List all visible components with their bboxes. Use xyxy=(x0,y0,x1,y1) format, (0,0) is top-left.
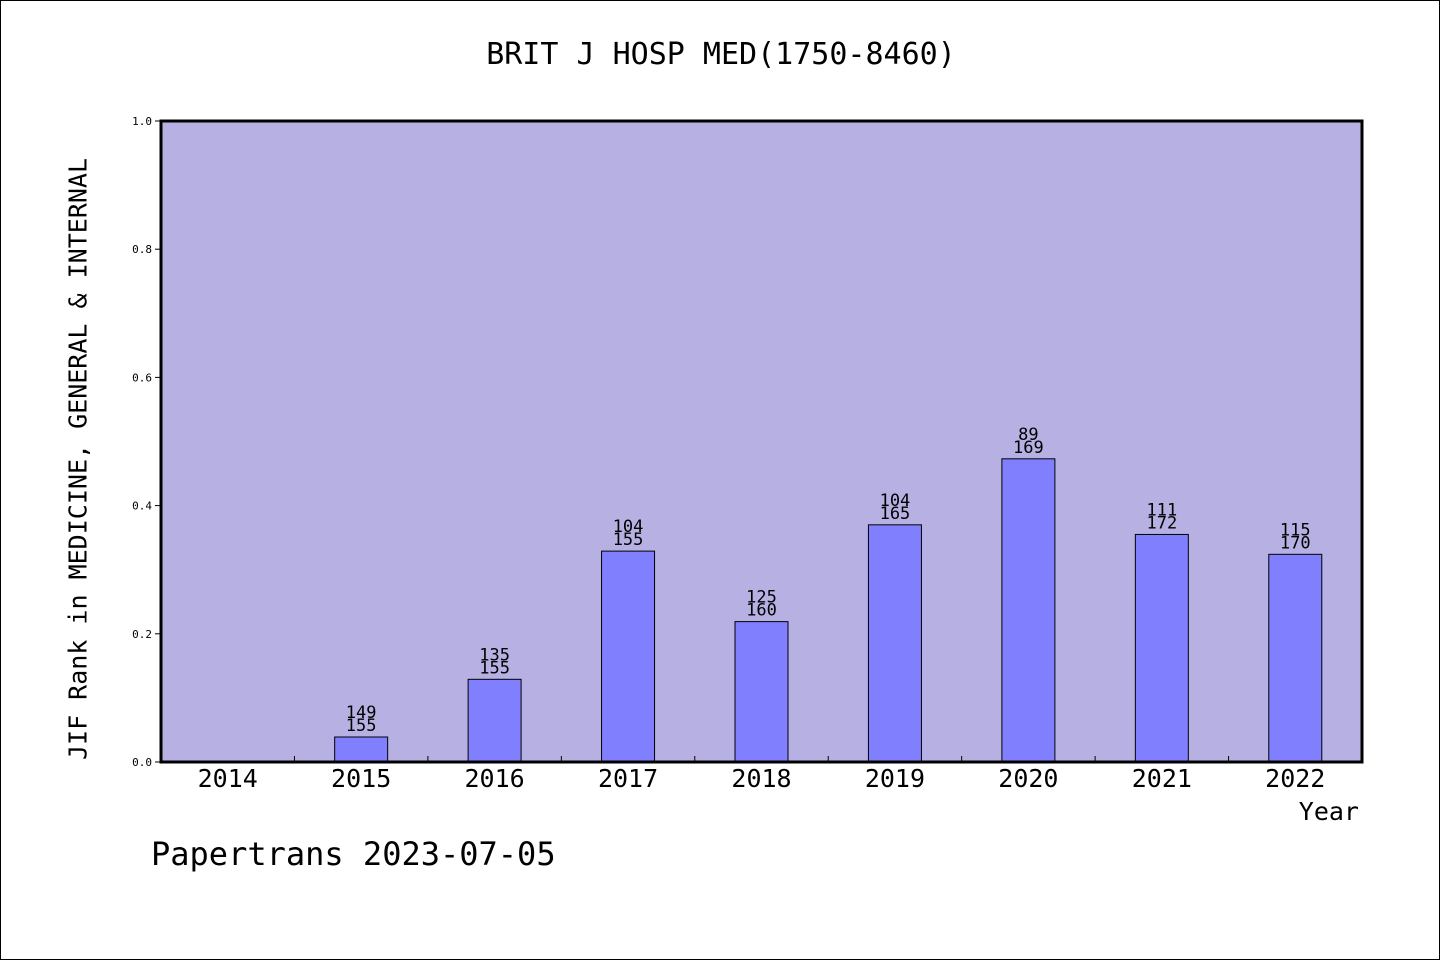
x-tick-label: 2018 xyxy=(731,764,791,793)
bar-2020 xyxy=(1001,458,1056,763)
bar-label-total: 170 xyxy=(1280,533,1311,553)
bar-label-rank: 115 xyxy=(1280,520,1311,540)
bar-2019 xyxy=(867,524,922,763)
bar-label-total: 169 xyxy=(1013,438,1044,458)
x-tick-label: 2014 xyxy=(198,764,258,793)
bar-label-total: 155 xyxy=(479,658,510,678)
bar-label-rank: 111 xyxy=(1146,500,1177,520)
chart-title: BRIT J HOSP MED(1750-8460) xyxy=(486,37,956,72)
y-tick-label: 0.6 xyxy=(132,371,152,384)
bar-label-rank: 89 xyxy=(1018,425,1038,445)
bar-label-rank: 135 xyxy=(479,645,510,665)
footer-credit: Papertrans 2023-07-05 xyxy=(151,835,556,873)
y-tick-label: 0.4 xyxy=(132,500,152,513)
y-tick-label: 0.0 xyxy=(132,756,152,769)
bar-label-rank: 104 xyxy=(613,517,644,537)
x-tick-label: 2022 xyxy=(1265,764,1325,793)
y-tick-label: 1.0 xyxy=(132,115,152,128)
bar-2015 xyxy=(334,736,389,763)
x-axis-label: Year xyxy=(1298,797,1359,826)
bar-2016 xyxy=(467,678,522,763)
bar-label-total: 172 xyxy=(1146,513,1177,533)
x-tick-label: 2020 xyxy=(998,764,1058,793)
bar-label-rank: 125 xyxy=(746,588,777,608)
bar-2018 xyxy=(734,621,789,763)
x-tick-label: 2019 xyxy=(865,764,925,793)
y-axis-label: JIF Rank in MEDICINE, GENERAL & INTERNAL xyxy=(63,157,93,761)
bar-label-rank: 104 xyxy=(880,491,911,511)
y-axis-ticks: 0.0 0.2 0.4 0.6 0.8 1.0 xyxy=(132,115,161,769)
bar-label-total: 160 xyxy=(746,601,777,621)
y-tick-label: 0.8 xyxy=(132,243,152,256)
x-axis-ticks: 2014 2015 2016 2017 2018 2019 2020 2021 2022 xyxy=(198,756,1325,793)
plot-frame xyxy=(159,119,1364,764)
bar-label-total: 155 xyxy=(613,530,644,550)
bar-label-total: 155 xyxy=(346,716,377,736)
y-tick-label: 0.2 xyxy=(132,628,152,641)
bars-layer xyxy=(334,458,1323,763)
bar-labels-layer: 1491551351551041551251601041658916911117… xyxy=(346,425,1311,736)
x-tick-label: 2017 xyxy=(598,764,658,793)
x-tick-label: 2015 xyxy=(331,764,391,793)
bar-2022 xyxy=(1268,553,1323,763)
bar-label-total: 165 xyxy=(880,504,911,524)
bar-2021 xyxy=(1134,533,1189,763)
x-tick-label: 2021 xyxy=(1132,764,1192,793)
x-tick-label: 2016 xyxy=(465,764,525,793)
bar-2017 xyxy=(601,550,656,763)
bar-label-rank: 149 xyxy=(346,703,377,723)
